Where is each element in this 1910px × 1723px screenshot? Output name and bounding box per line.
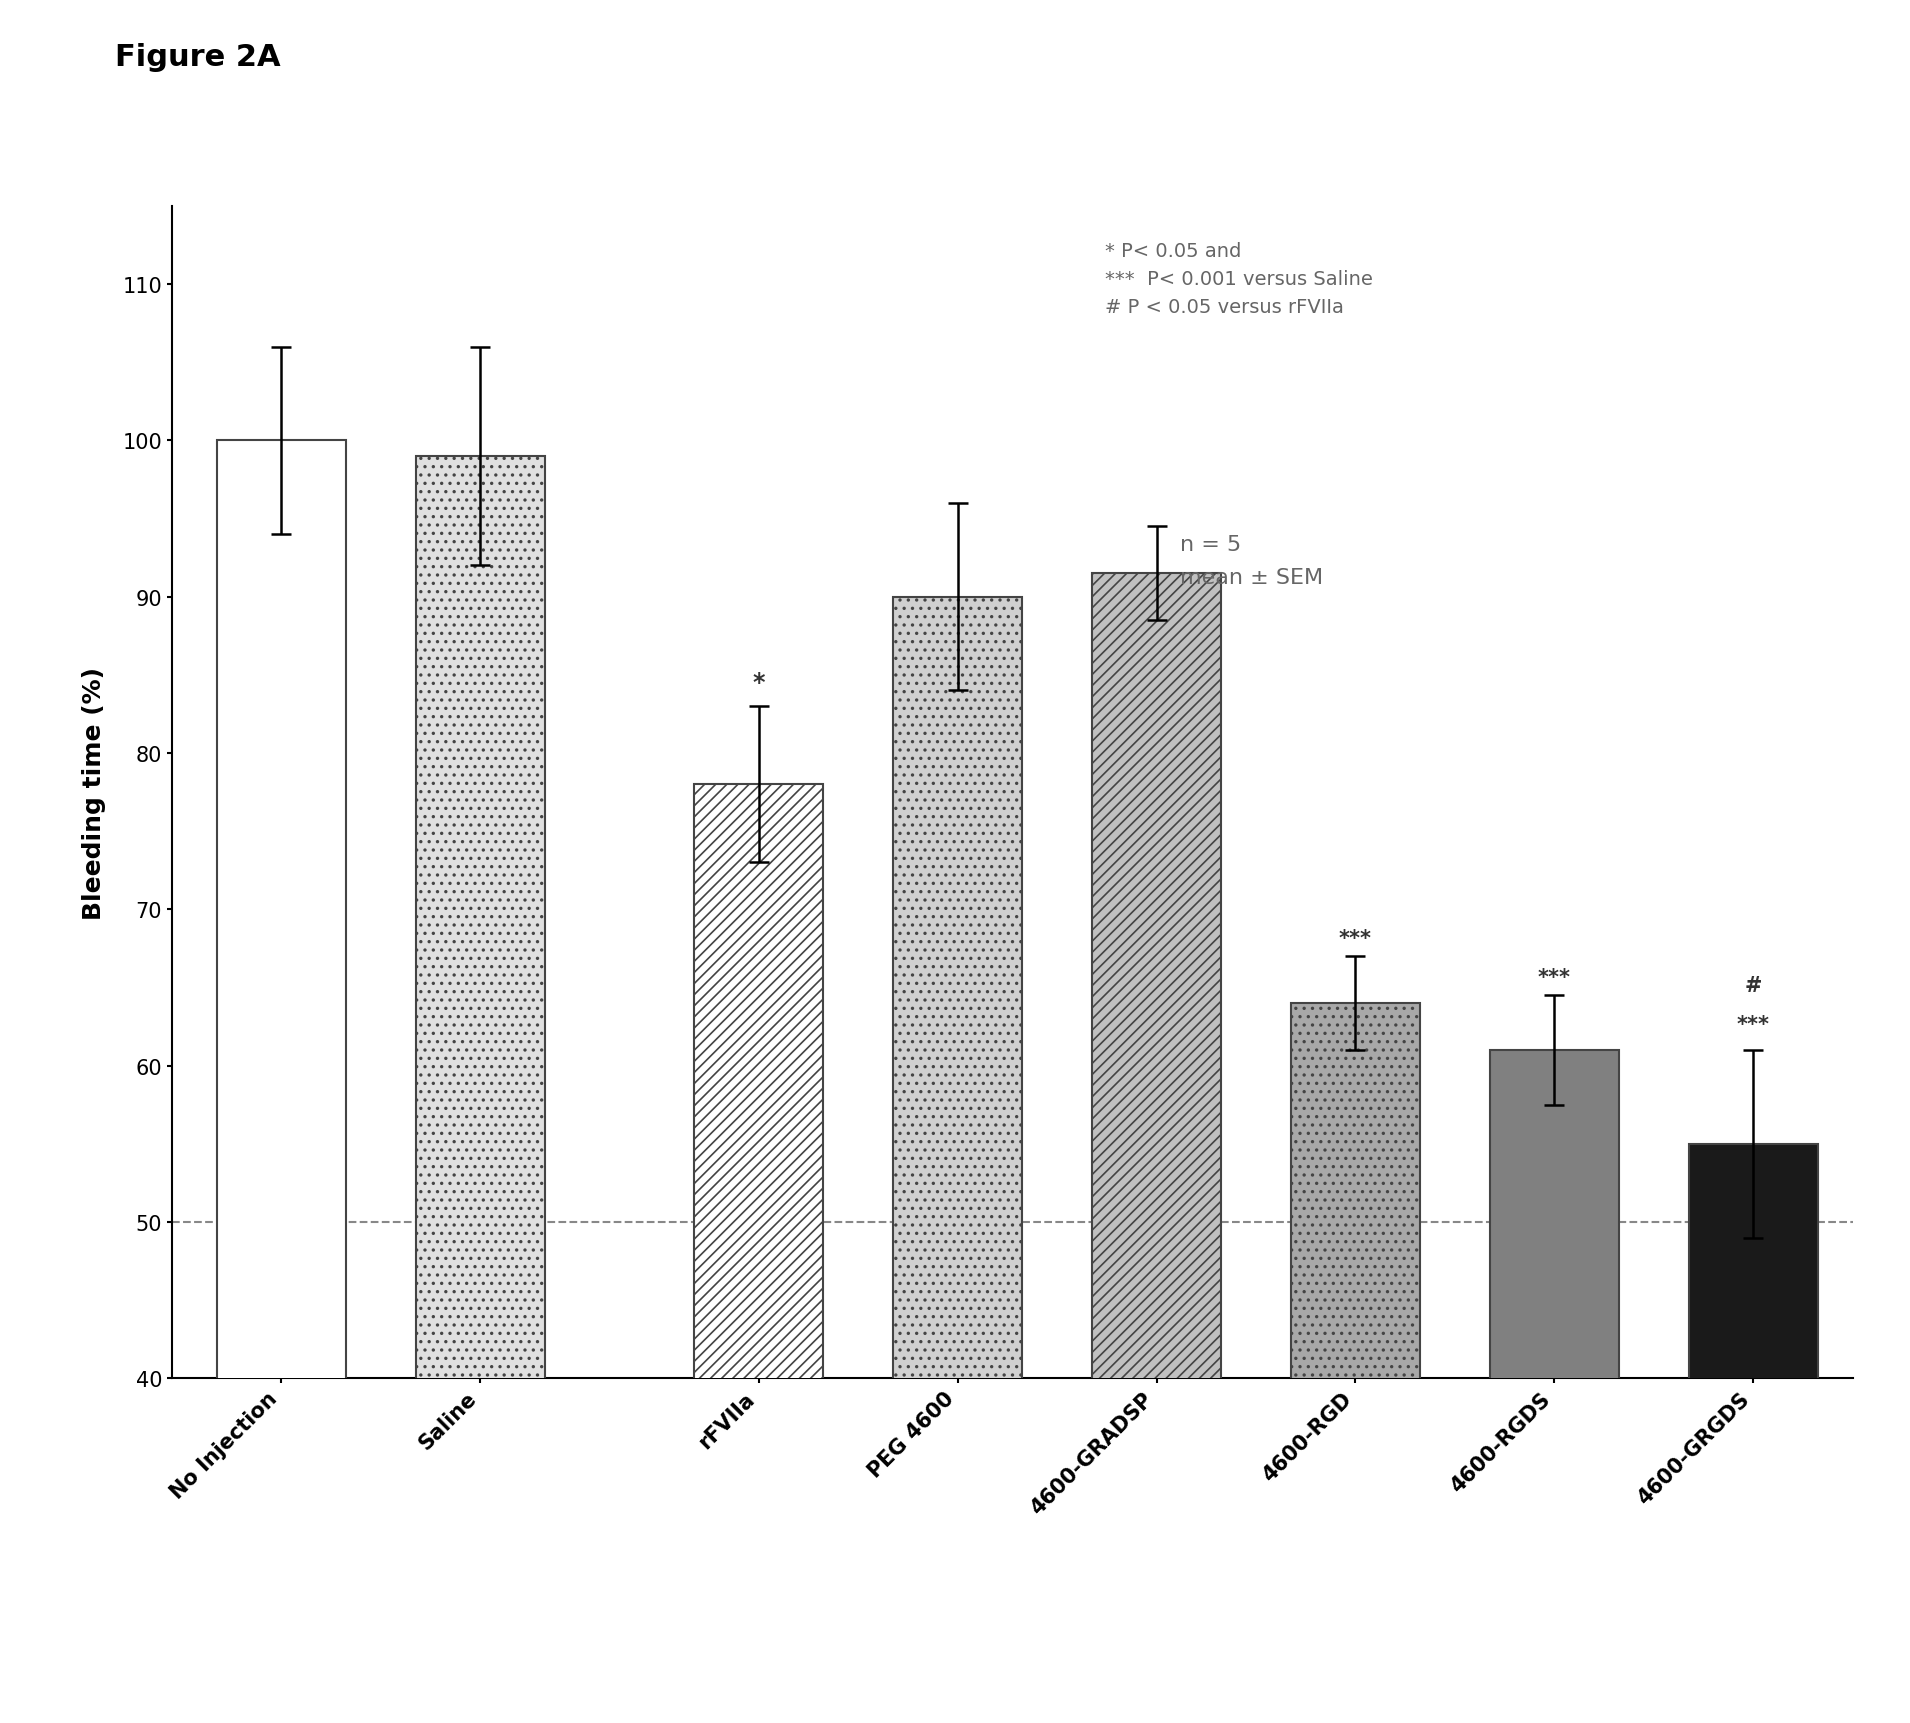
Text: #: # <box>1744 975 1761 996</box>
Text: ***: *** <box>1736 1015 1771 1036</box>
Bar <box>416 457 544 1723</box>
Text: * P< 0.05 and
***  P< 0.001 versus Saline
# P < 0.05 versus rFVIIa: * P< 0.05 and *** P< 0.001 versus Saline… <box>1104 241 1373 317</box>
Bar <box>1688 1144 1818 1723</box>
Bar <box>894 598 1022 1723</box>
Y-axis label: Bleeding time (%): Bleeding time (%) <box>82 667 105 918</box>
Text: n = 5
mean ± SEM: n = 5 mean ± SEM <box>1180 534 1324 588</box>
Bar <box>216 441 346 1723</box>
Text: ***: *** <box>1339 929 1371 949</box>
Text: *: * <box>753 670 764 694</box>
Bar <box>1490 1051 1620 1723</box>
Text: Figure 2A: Figure 2A <box>115 43 281 72</box>
Text: ***: *** <box>1538 968 1570 987</box>
Bar <box>693 784 823 1723</box>
Bar <box>1093 574 1220 1723</box>
Bar <box>1291 1003 1419 1723</box>
